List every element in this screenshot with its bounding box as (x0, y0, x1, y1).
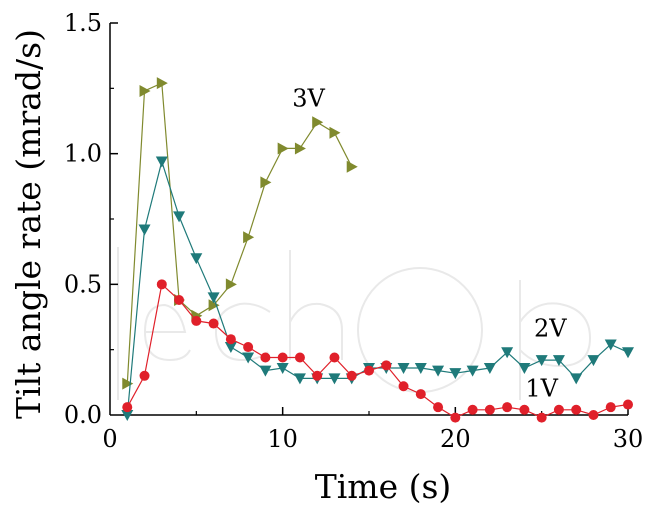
data-point (449, 368, 462, 380)
data-point (208, 318, 219, 329)
data-point (587, 355, 600, 367)
data-point (571, 404, 582, 415)
data-point (208, 299, 220, 312)
data-point (329, 126, 341, 139)
data-point (243, 231, 255, 244)
data-point (156, 77, 168, 90)
data-point (501, 347, 514, 359)
data-point (294, 352, 305, 363)
data-point (484, 404, 495, 415)
data-point (225, 334, 236, 345)
data-point (570, 373, 583, 385)
data-point (224, 342, 237, 354)
data-point (277, 352, 288, 363)
data-point (415, 389, 426, 400)
data-point (122, 402, 133, 413)
series-1V (122, 279, 633, 423)
series-line-3V (126, 82, 353, 384)
data-point (174, 295, 185, 306)
y-tick-label: 1.0 (64, 140, 102, 168)
data-point (155, 156, 168, 168)
data-point (121, 410, 134, 421)
data-point (398, 381, 409, 392)
series-label-2V: 2V (534, 315, 567, 343)
data-point (139, 370, 150, 381)
x-tick-label: 20 (440, 425, 471, 453)
data-point (293, 373, 306, 385)
data-point (328, 373, 341, 385)
data-point (518, 362, 531, 374)
data-point (535, 355, 548, 367)
data-point (432, 365, 445, 377)
data-point (312, 370, 323, 381)
y-tick-label: 0.0 (64, 401, 102, 429)
axes: 0 10 20 30 0.0 0.5 1.0 1.5 Time (s) Tilt angle ra… (9, 9, 643, 506)
data-point (156, 279, 167, 290)
data-point (139, 84, 151, 97)
x-axis-title: Time (s) (315, 467, 452, 506)
data-point (414, 362, 427, 374)
data-point (622, 347, 634, 359)
data-point (502, 402, 513, 413)
series-label-3V: 3V (292, 85, 325, 113)
data-point (552, 355, 565, 367)
data-point (329, 352, 340, 363)
data-point (381, 360, 392, 371)
data-point (294, 142, 306, 155)
data-point (276, 362, 289, 374)
data-point (536, 412, 547, 423)
y-tick-label: 1.5 (64, 9, 102, 37)
x-tick-label: 30 (613, 425, 644, 453)
data-point (312, 116, 324, 129)
data-point (191, 315, 202, 326)
data-point (346, 160, 358, 173)
data-point (207, 292, 220, 304)
data-point (122, 377, 134, 390)
data-point (604, 339, 617, 351)
data-point (190, 253, 203, 265)
x-tick-label: 0 (102, 425, 117, 453)
data-point (433, 402, 444, 413)
data-point (173, 211, 186, 223)
data-point (260, 176, 272, 189)
y-tick-label: 0.5 (64, 270, 102, 298)
data-point (397, 362, 410, 374)
data-point (605, 402, 616, 413)
data-point (466, 365, 479, 377)
data-point (277, 142, 289, 155)
data-point (623, 399, 633, 410)
data-point (260, 352, 271, 363)
data-point (519, 404, 530, 415)
series-layer (121, 77, 634, 423)
data-point (138, 224, 151, 236)
data-point (242, 352, 255, 364)
y-axis-title: Tilt angle rate (mrad/s) (9, 29, 48, 419)
data-point (483, 362, 496, 374)
data-point (225, 278, 237, 291)
data-point (553, 404, 564, 415)
data-point (346, 370, 357, 381)
data-point (467, 404, 478, 415)
data-point (243, 342, 254, 353)
labels-layer: 3V 2V 1V (292, 85, 567, 403)
data-point (450, 412, 461, 423)
series-label-1V: 1V (525, 375, 558, 403)
data-point (259, 365, 272, 377)
series-3V (122, 77, 358, 390)
data-point (588, 410, 599, 420)
data-point (364, 365, 374, 376)
x-tick-label: 10 (267, 425, 298, 453)
